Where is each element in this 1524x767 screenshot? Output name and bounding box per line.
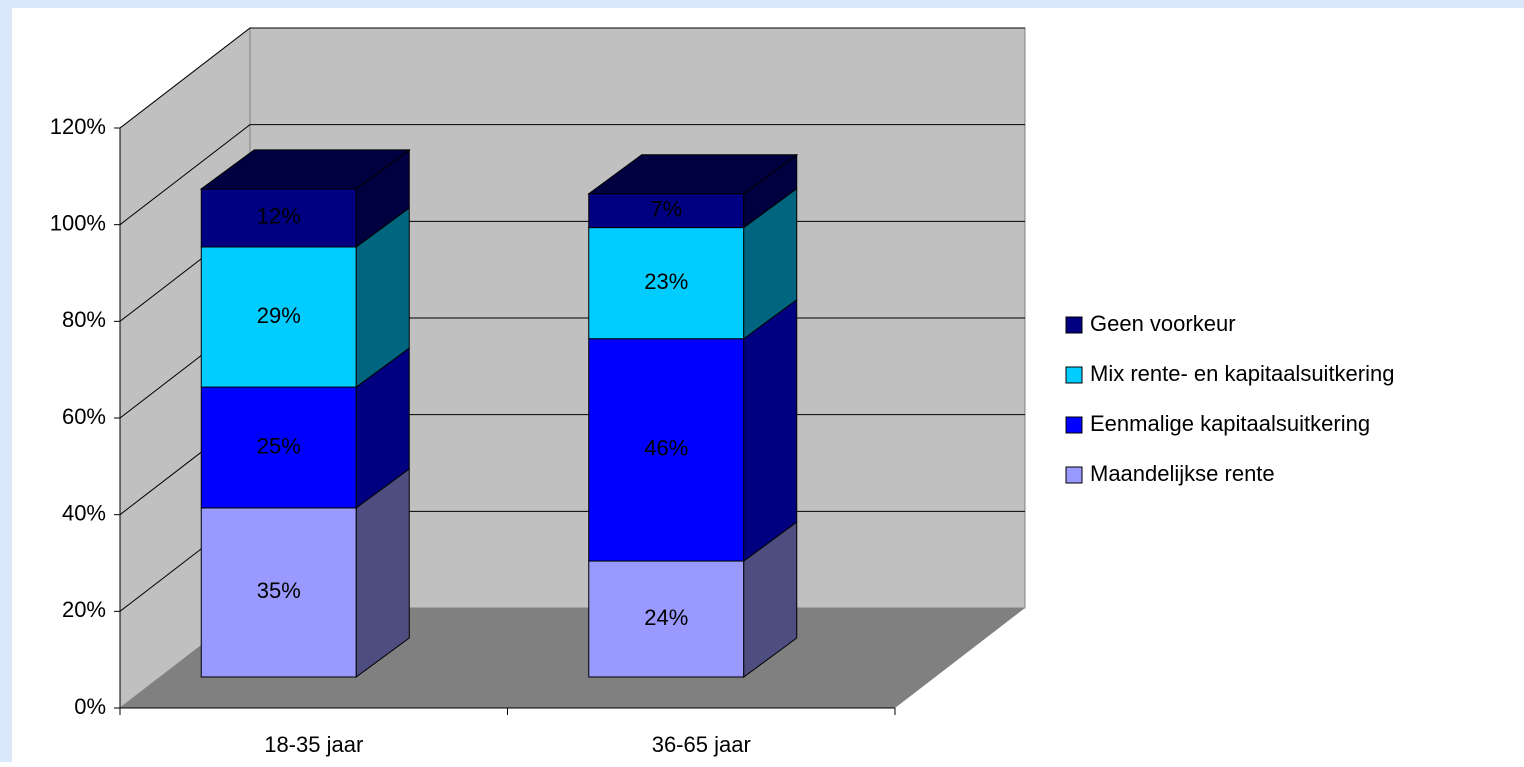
bar-segment: [200, 188, 357, 248]
legend-label: Maandelijkse rente: [1090, 461, 1275, 486]
legend-swatch: [1065, 366, 1083, 384]
y-tick-label: 120%: [50, 114, 106, 139]
data-label: 25%: [257, 433, 301, 458]
data-label: 46%: [644, 436, 688, 461]
y-tick-label: 60%: [62, 404, 106, 429]
y-tick-label: 20%: [62, 597, 106, 622]
bar-segment: [200, 507, 357, 678]
x-tick-label: 36-65 jaar: [652, 732, 751, 757]
bar-segment: [588, 560, 745, 678]
legend-swatch: [1065, 416, 1083, 434]
y-tick-label: 80%: [62, 307, 106, 332]
data-label: 29%: [257, 303, 301, 328]
legend-label: Eenmalige kapitaalsuitkering: [1090, 411, 1370, 436]
y-tick-label: 100%: [50, 210, 106, 235]
bar-segment: [588, 338, 745, 562]
bar-segment: [200, 246, 357, 388]
y-tick-label: 0%: [74, 694, 106, 719]
grid-line: [119, 124, 1025, 226]
legend-swatch: [1065, 466, 1083, 484]
legend-label: Geen voorkeur: [1090, 311, 1236, 336]
data-label: 7%: [650, 196, 682, 221]
data-label: 24%: [644, 605, 688, 630]
bar-segment: [588, 227, 745, 340]
x-tick-label: 18-35 jaar: [264, 732, 363, 757]
legend-swatch: [1065, 316, 1083, 334]
bar-top: [587, 154, 799, 195]
grid-line: [119, 27, 1025, 129]
bar-segment: [200, 386, 357, 509]
bar-top: [199, 149, 411, 190]
data-label: 23%: [644, 269, 688, 294]
bar-side: [743, 298, 798, 563]
data-label: 12%: [257, 204, 301, 229]
data-label: 35%: [257, 578, 301, 603]
legend-label: Mix rente- en kapitaalsuitkering: [1090, 361, 1394, 386]
y-tick-label: 40%: [62, 500, 106, 525]
bar-segment: [588, 193, 745, 229]
